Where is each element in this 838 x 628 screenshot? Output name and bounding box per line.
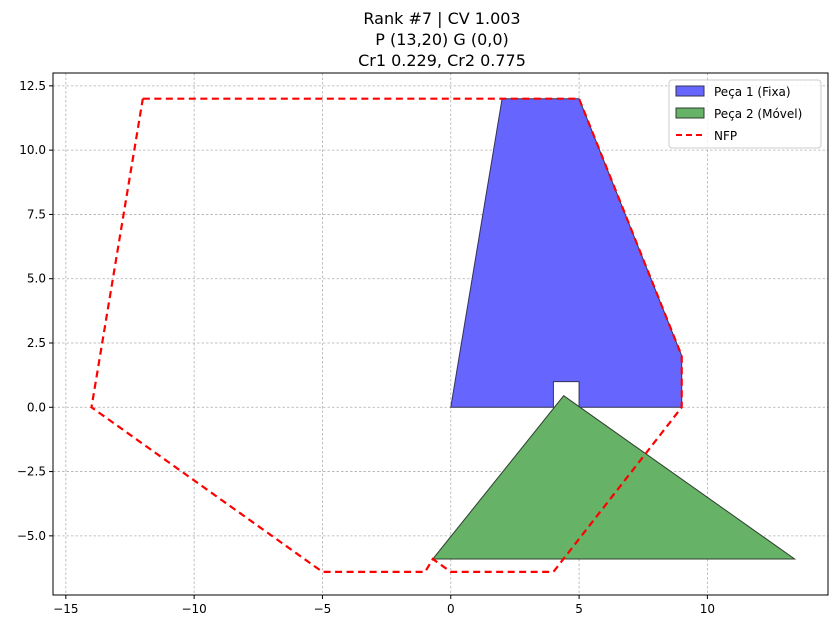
title-line-1: Rank #7 | CV 1.003 (363, 9, 520, 28)
fixed-piece-polygon (450, 98, 683, 408)
x-tick-label: −10 (181, 602, 206, 616)
legend: Peça 1 (Fixa) Peça 2 (Móvel) NFP (668, 79, 822, 149)
axis-ticks: −15 −10 −5 0 5 10 −5.0 −2.5 0.0 2.5 5.0 7.5 10.0 12.5 (17, 79, 715, 616)
x-tick-label: 10 (700, 602, 715, 616)
title-line-2: P (13,20) G (0,0) (375, 30, 509, 49)
y-tick-label: 2.5 (27, 336, 46, 350)
moving-piece-polygon (431, 395, 797, 560)
x-tick-label: −15 (53, 602, 78, 616)
y-tick-label: −5.0 (17, 529, 46, 543)
y-tick-label: 12.5 (19, 79, 46, 93)
y-tick-label: 0.0 (27, 400, 46, 414)
x-tick-label: 0 (447, 602, 455, 616)
legend-label-moving: Peça 2 (Móvel) (714, 107, 802, 121)
y-tick-label: −2.5 (17, 465, 46, 479)
chart-title: Rank #7 | CV 1.003 P (13,20) G (0,0) Cr1… (358, 9, 526, 70)
title-line-3: Cr1 0.229, Cr2 0.775 (358, 51, 526, 70)
y-tick-label: 10.0 (19, 143, 46, 157)
x-tick-label: 5 (575, 602, 583, 616)
nfp-outline (90, 97, 683, 573)
legend-box (668, 79, 822, 149)
legend-swatch-fixed (675, 85, 705, 97)
y-tick-label: 7.5 (27, 207, 46, 221)
plot-shapes (90, 97, 797, 573)
plot-frame (52, 72, 829, 596)
legend-swatch-moving (675, 107, 705, 119)
x-tick-label: −5 (314, 602, 332, 616)
legend-label-fixed: Peça 1 (Fixa) (714, 85, 791, 99)
y-tick-label: 5.0 (27, 272, 46, 286)
legend-label-nfp: NFP (714, 129, 737, 143)
